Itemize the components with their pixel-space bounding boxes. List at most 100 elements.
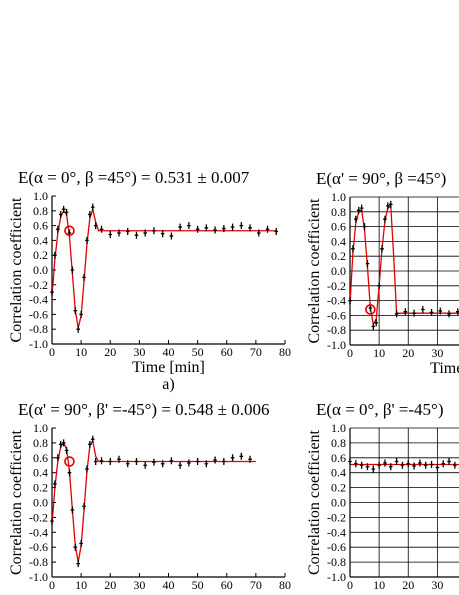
x-tick-label: 20 <box>104 345 116 359</box>
y-tick-label: 0.2 <box>331 481 346 495</box>
highlight-marker <box>64 456 75 467</box>
x-tick-label: 40 <box>163 578 175 592</box>
data-point <box>125 228 130 236</box>
data-point <box>82 502 86 510</box>
x-tick-label: 10 <box>373 346 385 360</box>
data-point <box>90 203 95 211</box>
data-point <box>67 469 72 477</box>
data-point <box>85 465 89 473</box>
data-point <box>213 456 217 464</box>
data-point <box>204 224 209 232</box>
y-tick-label: 1.0 <box>33 421 48 435</box>
x-tick-label: 0 <box>49 345 55 359</box>
data-point <box>93 222 98 230</box>
chart-title: E(α = 0°, β =45°) = 0.531 ± 0.007 <box>18 168 250 187</box>
x-tick-label: 20 <box>104 578 116 592</box>
data-point <box>50 517 54 525</box>
data-point <box>73 307 78 315</box>
data-point <box>383 215 387 223</box>
data-point <box>53 480 57 488</box>
data-point <box>274 228 279 236</box>
data-point <box>85 236 89 244</box>
data-point <box>421 305 425 313</box>
data-point <box>394 458 399 466</box>
data-point <box>50 288 54 296</box>
data-point <box>380 245 384 253</box>
data-point <box>386 202 390 210</box>
data-point <box>56 225 60 233</box>
chart-title: E(α' = 90°, β' =-45°) = 0.548 ± 0.006 <box>18 400 270 419</box>
x-tick-label: 20 <box>402 578 414 592</box>
data-point <box>61 205 66 213</box>
data-point <box>76 560 81 568</box>
data-point <box>61 439 66 447</box>
y-tick-label: 0.0 <box>33 263 48 277</box>
y-tick-label: -1.0 <box>327 570 346 584</box>
data-point <box>374 319 379 327</box>
y-tick-label: 0.6 <box>33 219 48 233</box>
y-tick-label: 0.0 <box>331 264 346 278</box>
y-tick-label: 0.4 <box>331 466 346 480</box>
x-tick-label: 80 <box>279 578 291 592</box>
x-tick-label: 0 <box>49 578 55 592</box>
x-tick-label: 80 <box>279 345 291 359</box>
data-point <box>169 232 174 240</box>
data-point <box>406 460 411 468</box>
x-tick-label: 10 <box>75 578 87 592</box>
data-point <box>178 223 182 231</box>
data-point <box>70 506 75 514</box>
data-point <box>429 461 434 469</box>
x-tick-label: 10 <box>373 578 385 592</box>
data-point <box>204 460 209 468</box>
x-tick-label: 60 <box>221 345 233 359</box>
y-tick-label: -0.4 <box>29 293 48 307</box>
y-tick-label: 0.6 <box>331 451 346 465</box>
data-point <box>371 465 376 473</box>
y-axis-label: Correlation coefficient <box>306 429 323 575</box>
x-tick-label: 20 <box>402 346 414 360</box>
y-axis-label: Correlation coefficient <box>8 429 25 575</box>
y-tick-label: 0.0 <box>33 496 48 510</box>
data-point <box>265 225 270 233</box>
y-tick-label: -0.4 <box>327 294 346 308</box>
y-tick-label: 0.0 <box>331 496 346 510</box>
data-point <box>248 455 252 463</box>
data-point <box>160 230 165 238</box>
y-tick-label: 0.8 <box>331 436 346 450</box>
data-point <box>99 457 104 465</box>
y-tick-label: 0.4 <box>331 234 346 248</box>
data-point <box>239 222 244 230</box>
data-point <box>359 461 364 469</box>
data-point <box>256 229 261 237</box>
data-point <box>152 458 156 466</box>
highlight-marker <box>64 225 75 237</box>
y-tick-label: 0.8 <box>331 205 346 219</box>
chart-title: E(α' = 90°, β =45°) <box>316 169 446 188</box>
x-tick-label: 30 <box>133 345 145 359</box>
data-point <box>354 460 358 468</box>
data-point <box>213 226 217 234</box>
y-tick-label: -1.0 <box>29 570 48 584</box>
data-point <box>222 225 226 233</box>
data-point <box>187 222 191 230</box>
data-point <box>108 458 113 466</box>
chart-title: E(α = 0°, β' =-45°) <box>316 400 444 419</box>
x-tick-label: 30 <box>431 346 443 360</box>
data-point <box>230 454 235 462</box>
x-tick-label: 70 <box>250 578 262 592</box>
y-tick-label: 0.8 <box>33 204 48 218</box>
x-tick-label: 50 <box>192 578 204 592</box>
fit-line <box>51 438 256 563</box>
x-tick-label: 10 <box>75 345 87 359</box>
y-tick-label: -0.4 <box>327 525 346 539</box>
data-point <box>354 215 358 223</box>
y-tick-label: 0.4 <box>33 233 48 247</box>
data-point <box>230 223 235 231</box>
data-point <box>88 211 92 218</box>
data-point <box>356 206 361 214</box>
y-tick-label: -0.2 <box>29 510 48 524</box>
data-point <box>58 211 63 218</box>
x-tick-label: 40 <box>163 345 175 359</box>
y-tick-label: -0.8 <box>29 322 48 336</box>
y-tick-label: -0.8 <box>327 323 346 337</box>
